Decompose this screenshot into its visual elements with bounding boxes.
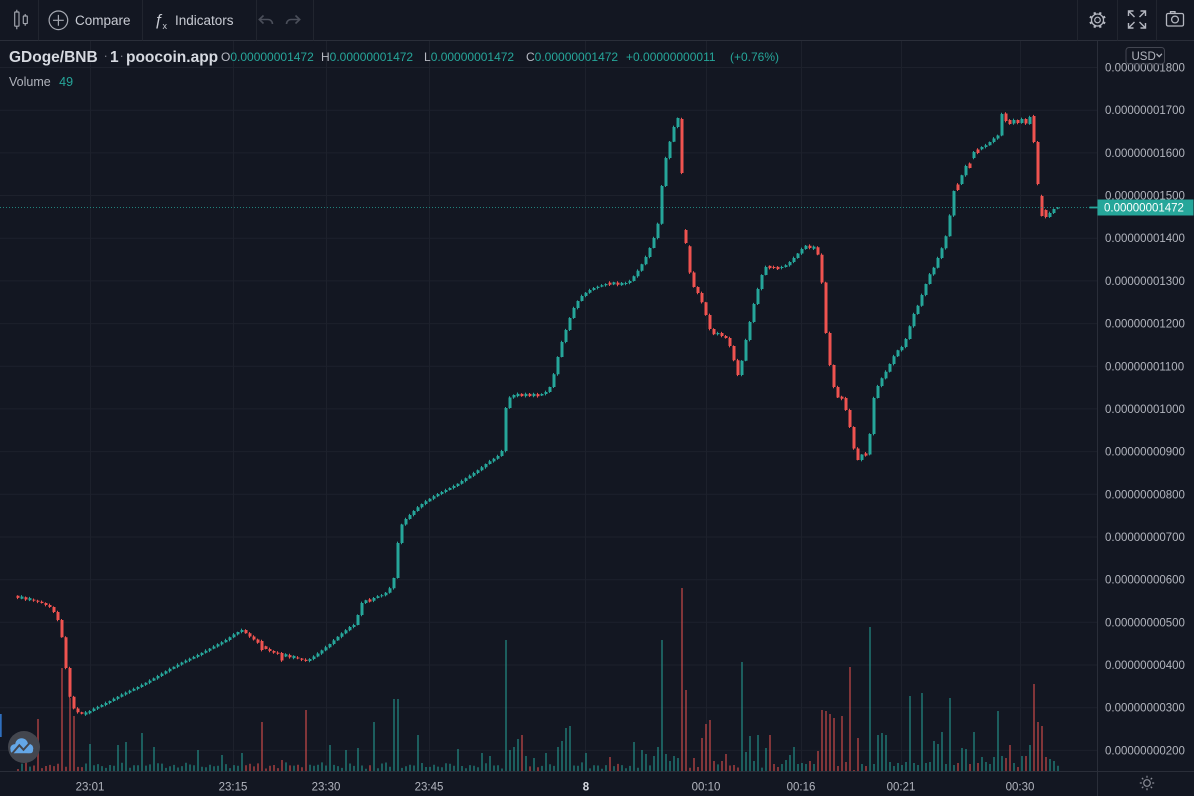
svg-text:0.00000001700: 0.00000001700: [1105, 105, 1185, 117]
svg-text:0.00000000400: 0.00000000400: [1105, 660, 1185, 672]
svg-text:0.00000001200: 0.00000001200: [1105, 319, 1185, 331]
svg-text:0.00000001300: 0.00000001300: [1105, 276, 1185, 288]
svg-text:23:30: 23:30: [312, 782, 341, 794]
svg-text:0.00000000600: 0.00000000600: [1105, 575, 1185, 587]
svg-text:0.00000001100: 0.00000001100: [1105, 361, 1184, 373]
svg-text:00:16: 00:16: [787, 782, 816, 794]
svg-text:0.00000001000: 0.00000001000: [1105, 404, 1185, 416]
svg-text:8: 8: [583, 782, 590, 794]
svg-text:GDoge/BNB: GDoge/BNB: [9, 49, 98, 66]
svg-text:·: ·: [120, 48, 124, 63]
svg-text:x: x: [163, 21, 168, 31]
svg-text:0.00000001600: 0.00000001600: [1105, 148, 1185, 160]
svg-text:0.00000000500: 0.00000000500: [1105, 617, 1185, 629]
svg-text:USD: USD: [1132, 51, 1156, 63]
svg-text:00:10: 00:10: [692, 782, 721, 794]
svg-text:0.00000001400: 0.00000001400: [1105, 233, 1185, 245]
svg-text:0.00000001472: 0.00000001472: [1104, 203, 1184, 215]
svg-text:0.00000001800: 0.00000001800: [1105, 63, 1185, 75]
svg-text:Volume 49: Volume 49: [9, 75, 73, 89]
svg-text:23:45: 23:45: [415, 782, 444, 794]
svg-text:0.00000000200: 0.00000000200: [1105, 745, 1185, 757]
svg-text:00:21: 00:21: [887, 782, 916, 794]
svg-text:(+0.76%): (+0.76%): [730, 50, 779, 64]
svg-text:00:30: 00:30: [1006, 782, 1035, 794]
svg-text:0.00000000800: 0.00000000800: [1105, 489, 1185, 501]
svg-text:Indicators: Indicators: [175, 13, 234, 28]
svg-text:poocoin.app: poocoin.app: [126, 49, 218, 66]
svg-text:C0.00000001472: C0.00000001472: [526, 50, 618, 64]
svg-text:23:01: 23:01: [76, 782, 105, 794]
svg-text:1: 1: [110, 49, 119, 66]
svg-text:Compare: Compare: [75, 13, 131, 28]
svg-text:ƒ: ƒ: [154, 12, 163, 29]
svg-text:0.00000000300: 0.00000000300: [1105, 703, 1185, 715]
svg-text:0.00000000700: 0.00000000700: [1105, 532, 1185, 544]
svg-text:O0.00000001472: O0.00000001472: [221, 50, 314, 64]
svg-text:+0.00000000011: +0.00000000011: [626, 50, 716, 64]
svg-text:·: ·: [104, 48, 108, 63]
svg-text:23:15: 23:15: [219, 782, 248, 794]
svg-text:0.00000000900: 0.00000000900: [1105, 447, 1185, 459]
svg-text:H0.00000001472: H0.00000001472: [321, 50, 413, 64]
svg-text:L0.00000001472: L0.00000001472: [424, 50, 514, 64]
